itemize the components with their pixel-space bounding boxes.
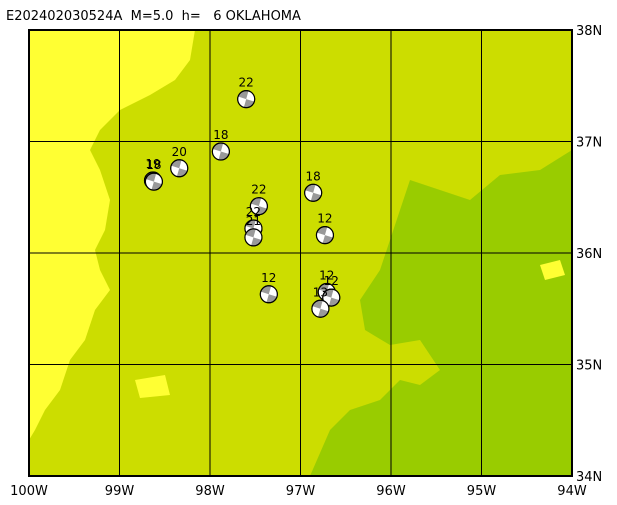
focal-mechanism bbox=[170, 159, 189, 178]
depth-label: 12 bbox=[319, 269, 334, 283]
y-tick-label: 35N bbox=[576, 359, 602, 374]
depth-label: 22 bbox=[239, 76, 254, 90]
beachball-outline bbox=[244, 228, 263, 247]
y-tick-label: 37N bbox=[576, 136, 602, 151]
depth-label: 20 bbox=[172, 145, 187, 159]
lake bbox=[540, 260, 565, 280]
x-tick-label: 99W bbox=[105, 484, 135, 499]
x-tick-label: 95W bbox=[467, 484, 497, 499]
beachball-outline bbox=[315, 226, 335, 245]
high-plains bbox=[29, 30, 195, 440]
depth-label: 12 bbox=[261, 271, 276, 285]
depth-label: 22 bbox=[251, 183, 266, 197]
beachball-outline bbox=[144, 172, 163, 191]
beachball-outline bbox=[304, 183, 323, 202]
focal-mechanism bbox=[259, 285, 278, 304]
focal-mechanism bbox=[315, 226, 335, 245]
x-tick-label: 94W bbox=[557, 484, 587, 499]
depth-label: 22 bbox=[246, 205, 261, 219]
depth-label: 18 bbox=[213, 128, 228, 142]
focal-mechanism bbox=[244, 228, 263, 247]
map-title: E202402030524A M=5.0 h= 6 OKLAHOMA bbox=[6, 9, 301, 24]
y-tick-label: 34N bbox=[576, 470, 602, 485]
focal-mechanism bbox=[237, 90, 256, 109]
depth-label: 19 bbox=[145, 157, 160, 171]
depth-label: 18 bbox=[306, 169, 321, 183]
focal-mechanism bbox=[211, 142, 230, 161]
beachball-outline bbox=[249, 197, 268, 216]
depth-label: 12 bbox=[317, 212, 332, 226]
x-tick-label: 97W bbox=[286, 484, 316, 499]
beachball-outline bbox=[237, 90, 256, 109]
y-tick-label: 38N bbox=[576, 24, 602, 39]
depth-label: 18 bbox=[146, 158, 161, 172]
focal-mechanism bbox=[304, 183, 323, 202]
depth-label: 12 bbox=[324, 274, 339, 288]
focal-mechanism bbox=[144, 172, 163, 191]
beachball-outline bbox=[322, 288, 341, 307]
depth-label: 21 bbox=[246, 214, 261, 228]
beachball-outline bbox=[211, 142, 230, 161]
beachball-outline bbox=[311, 299, 330, 318]
x-tick-label: 96W bbox=[376, 484, 406, 499]
lowlands bbox=[310, 150, 572, 476]
lowlands bbox=[350, 420, 400, 470]
x-tick-label: 100W bbox=[10, 484, 48, 499]
focal-mechanism bbox=[311, 299, 330, 318]
y-tick-label: 36N bbox=[576, 247, 602, 262]
beachball-outline bbox=[259, 285, 278, 304]
beachball-outline bbox=[170, 159, 189, 178]
focal-mechanism bbox=[249, 197, 268, 216]
depth-label: 13 bbox=[313, 285, 328, 299]
x-tick-label: 98W bbox=[195, 484, 225, 499]
lake bbox=[135, 375, 170, 398]
